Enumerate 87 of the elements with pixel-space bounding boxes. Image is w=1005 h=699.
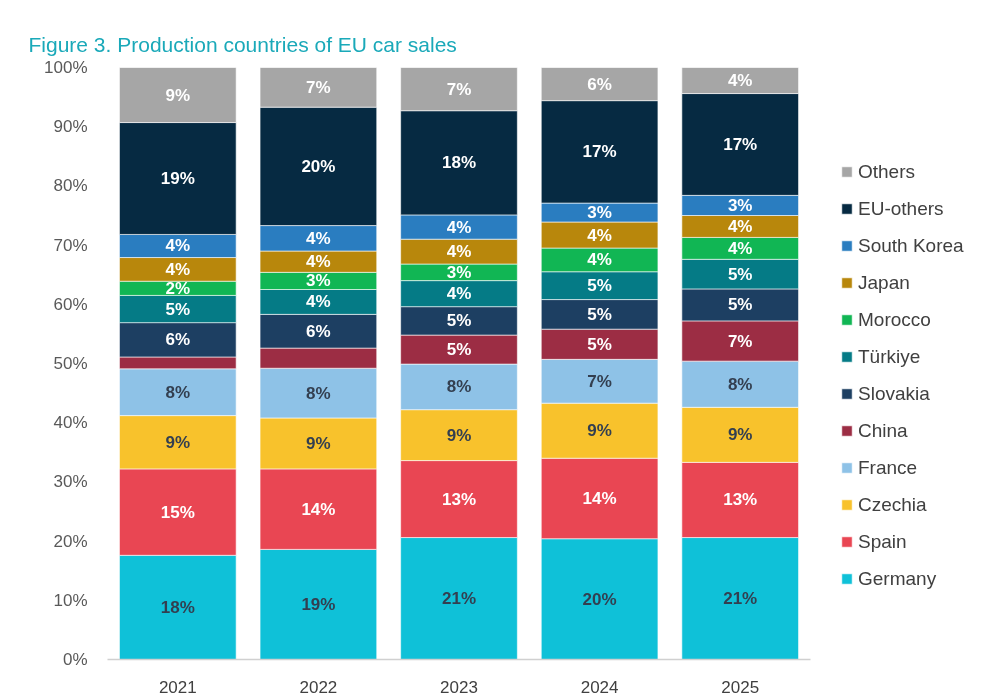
data-label: 4% bbox=[727, 238, 753, 258]
data-label: 4% bbox=[587, 225, 612, 245]
data-label: 7% bbox=[587, 371, 612, 391]
data-label: 19% bbox=[160, 169, 195, 188]
y-tick-label: 50% bbox=[53, 354, 88, 373]
data-label: 3% bbox=[587, 203, 612, 223]
data-label: 4% bbox=[306, 292, 331, 312]
legend-label: Others bbox=[858, 160, 916, 183]
y-tick-label: 100% bbox=[44, 58, 88, 77]
data-label: 5% bbox=[165, 299, 191, 319]
data-label: 6% bbox=[306, 321, 331, 341]
chart-title: Figure 3. Production countries of EU car sales bbox=[28, 32, 457, 56]
legend-label: Slovakia bbox=[858, 382, 930, 405]
data-label: 4% bbox=[727, 216, 753, 236]
legend-label: France bbox=[858, 456, 918, 479]
data-label: 14% bbox=[301, 499, 336, 519]
data-label: 13% bbox=[723, 490, 758, 510]
data-label: 14% bbox=[582, 488, 617, 508]
data-label: 5% bbox=[446, 340, 472, 360]
data-label: 4% bbox=[446, 217, 472, 237]
data-label: 19% bbox=[301, 594, 336, 614]
data-label: 5% bbox=[727, 295, 753, 315]
data-label: 7% bbox=[306, 77, 331, 97]
data-label: 5% bbox=[587, 334, 612, 354]
data-label: 9% bbox=[165, 85, 191, 105]
data-label: 5% bbox=[446, 311, 472, 331]
y-tick-label: 70% bbox=[53, 235, 88, 255]
data-label: 18% bbox=[160, 597, 195, 617]
data-label: 4% bbox=[587, 250, 612, 270]
data-label: 4% bbox=[727, 71, 753, 91]
legend-label: Morocco bbox=[858, 308, 931, 331]
data-label: 6% bbox=[587, 74, 612, 94]
x-tick-label: 2021 bbox=[158, 677, 197, 697]
data-label: 7% bbox=[727, 331, 753, 351]
data-label: 8% bbox=[165, 382, 191, 402]
y-tick-label: 60% bbox=[53, 294, 88, 314]
data-label: 9% bbox=[165, 432, 191, 452]
data-label: 4% bbox=[165, 236, 191, 256]
legend-label: Spain bbox=[858, 530, 907, 553]
legend-label: EU-others bbox=[858, 197, 944, 220]
data-label: 4% bbox=[446, 242, 472, 262]
y-tick-label: 0% bbox=[62, 650, 88, 669]
data-label: 8% bbox=[306, 383, 331, 403]
legend-label: China bbox=[858, 419, 908, 442]
x-tick-label: 2023 bbox=[440, 677, 478, 697]
data-label: 4% bbox=[306, 252, 331, 272]
y-tick-label: 80% bbox=[53, 176, 88, 196]
data-label: 3% bbox=[306, 271, 331, 291]
y-tick-label: 90% bbox=[53, 117, 88, 137]
data-label: 2% bbox=[165, 278, 191, 298]
data-label: 15% bbox=[160, 502, 195, 522]
data-label: 21% bbox=[723, 589, 758, 609]
data-label: 6% bbox=[165, 330, 191, 350]
data-label: 8% bbox=[446, 377, 472, 397]
y-tick-label: 10% bbox=[53, 590, 88, 610]
data-label: 9% bbox=[306, 433, 331, 453]
data-label: 20% bbox=[582, 589, 617, 609]
data-label: 18% bbox=[441, 153, 477, 173]
data-label: 9% bbox=[446, 425, 472, 445]
legend-label: Türkiye bbox=[858, 345, 921, 368]
x-tick-label: 2025 bbox=[721, 677, 760, 697]
data-label: 17% bbox=[582, 142, 617, 162]
legend-label: South Korea bbox=[858, 234, 964, 257]
legend-label: Germany bbox=[858, 567, 937, 590]
x-tick-label: 2024 bbox=[580, 677, 619, 697]
data-label: 20% bbox=[301, 156, 336, 176]
data-label: 5% bbox=[727, 264, 753, 284]
data-label: 4% bbox=[306, 228, 331, 248]
data-label: 8% bbox=[727, 374, 753, 394]
data-label: 9% bbox=[587, 421, 612, 441]
y-tick-label: 30% bbox=[53, 472, 88, 492]
data-label: 13% bbox=[441, 489, 477, 509]
data-label: 3% bbox=[727, 195, 753, 215]
data-label: 4% bbox=[446, 284, 472, 304]
x-tick-label: 2022 bbox=[299, 677, 338, 697]
legend-label: Czechia bbox=[858, 493, 927, 516]
data-label: 5% bbox=[587, 304, 612, 324]
data-label: 17% bbox=[723, 134, 758, 154]
legend-label: Japan bbox=[858, 271, 910, 294]
data-label: 21% bbox=[441, 589, 477, 609]
data-label: 5% bbox=[587, 276, 612, 296]
y-tick-label: 40% bbox=[53, 413, 88, 433]
data-label: 4% bbox=[165, 259, 191, 279]
y-tick-label: 20% bbox=[53, 531, 88, 551]
data-label: 7% bbox=[446, 79, 472, 99]
data-label: 9% bbox=[727, 425, 753, 445]
data-label: 3% bbox=[446, 262, 472, 282]
